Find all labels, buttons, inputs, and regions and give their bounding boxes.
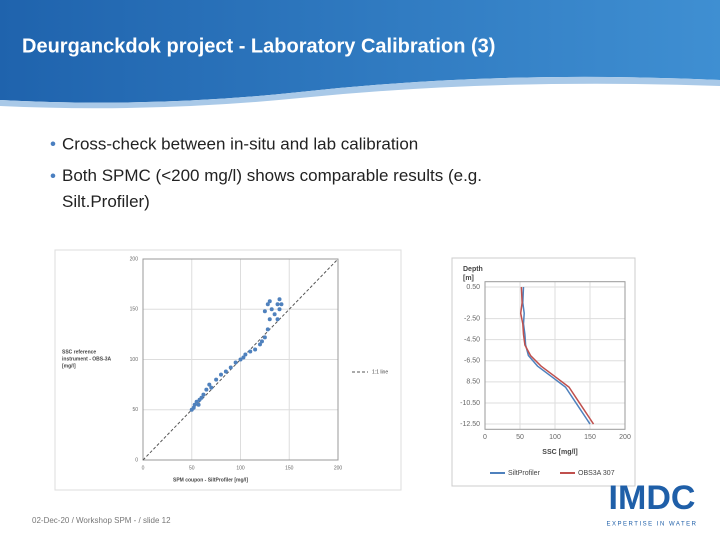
point [199,395,204,400]
y-axis-title: Depth [463,266,483,273]
y-tick-label: 0 [135,457,138,463]
y-axis-label: SSC reference [62,349,96,355]
y-tick-label: 0.50 [466,284,480,291]
legend-label: SiltProfiler [508,470,541,477]
point [201,392,206,397]
y-axis-label: instrument - OBS-3A [62,356,112,362]
point [275,302,280,307]
point [233,360,238,365]
y-tick-label: 8.50 [466,379,480,386]
logo: IMDC [609,479,696,517]
line [522,286,591,425]
x-tick-label: 50 [189,465,195,471]
y-tick-label: -2.50 [464,315,480,322]
point [241,355,246,360]
y-tick-label: -4.50 [464,337,480,344]
x-tick-label: 150 [285,465,294,471]
x-tick-label: 0 [483,434,487,441]
y-axis-title: [m] [463,275,474,282]
chart-frame [451,257,636,487]
bullet: Cross-check between in-situ and lab cali… [62,134,418,153]
point [262,335,267,340]
point [194,399,199,404]
footer: 02-Dec-20 / Workshop SPM - / slide 12 [32,516,171,525]
bullet: Both SPMC (<200 mg/l) shows comparable r… [62,166,482,211]
point [277,307,282,312]
point [253,347,258,352]
x-tick-label: 150 [584,434,596,441]
point [192,402,197,407]
y-tick-label: 150 [130,307,139,313]
point [277,297,282,302]
y-tick-label: -6.50 [464,358,480,365]
y-tick-label: 50 [132,407,138,413]
x-tick-label: 200 [619,434,631,441]
point [207,382,212,387]
point [279,302,284,307]
bullet-dot: • [50,166,56,185]
y-axis-label: [mg/l] [62,363,76,369]
x-tick-label: 0 [142,465,145,471]
x-tick-label: 50 [516,434,524,441]
plot-area [484,281,626,430]
x-tick-label: 100 [549,434,561,441]
x-axis-label: SPM coupon - SiltProfiler [mg/l] [173,477,248,483]
point [272,312,277,317]
line [519,286,595,425]
point [196,402,201,407]
point [209,385,214,390]
plot-area [142,258,339,461]
y-tick-label: -12.50 [460,421,480,428]
point [191,405,196,410]
point [258,342,262,347]
header-band [0,0,720,103]
chart-frame [54,249,402,491]
x-tick-label: 100 [236,465,245,471]
x-axis-label: SSC [mg/l] [542,449,577,456]
point [214,377,219,382]
legend-label: 1:1 line [372,369,388,375]
point [259,339,264,344]
point [267,317,272,322]
y-tick-label: -10.50 [460,400,480,407]
logo-tagline: EXPERTISE IN WATER [607,522,698,528]
point [275,317,280,322]
legend-label: OBS3A 307 [578,470,615,477]
point [238,357,243,362]
point [262,309,267,314]
point [243,352,248,357]
point [248,349,253,354]
point [265,327,270,332]
y-tick-label: 100 [130,357,139,363]
slide-title: Deurganckdok project - Laboratory Calibr… [22,35,495,57]
point [228,365,233,370]
x-tick-label: 200 [334,465,343,471]
point [269,307,274,312]
point [219,372,223,377]
point [223,369,228,374]
point [267,299,272,304]
point [265,302,270,307]
y-tick-label: 200 [130,256,139,262]
header-wave [0,76,720,109]
point [204,387,209,392]
bullet-dot: • [50,134,56,153]
